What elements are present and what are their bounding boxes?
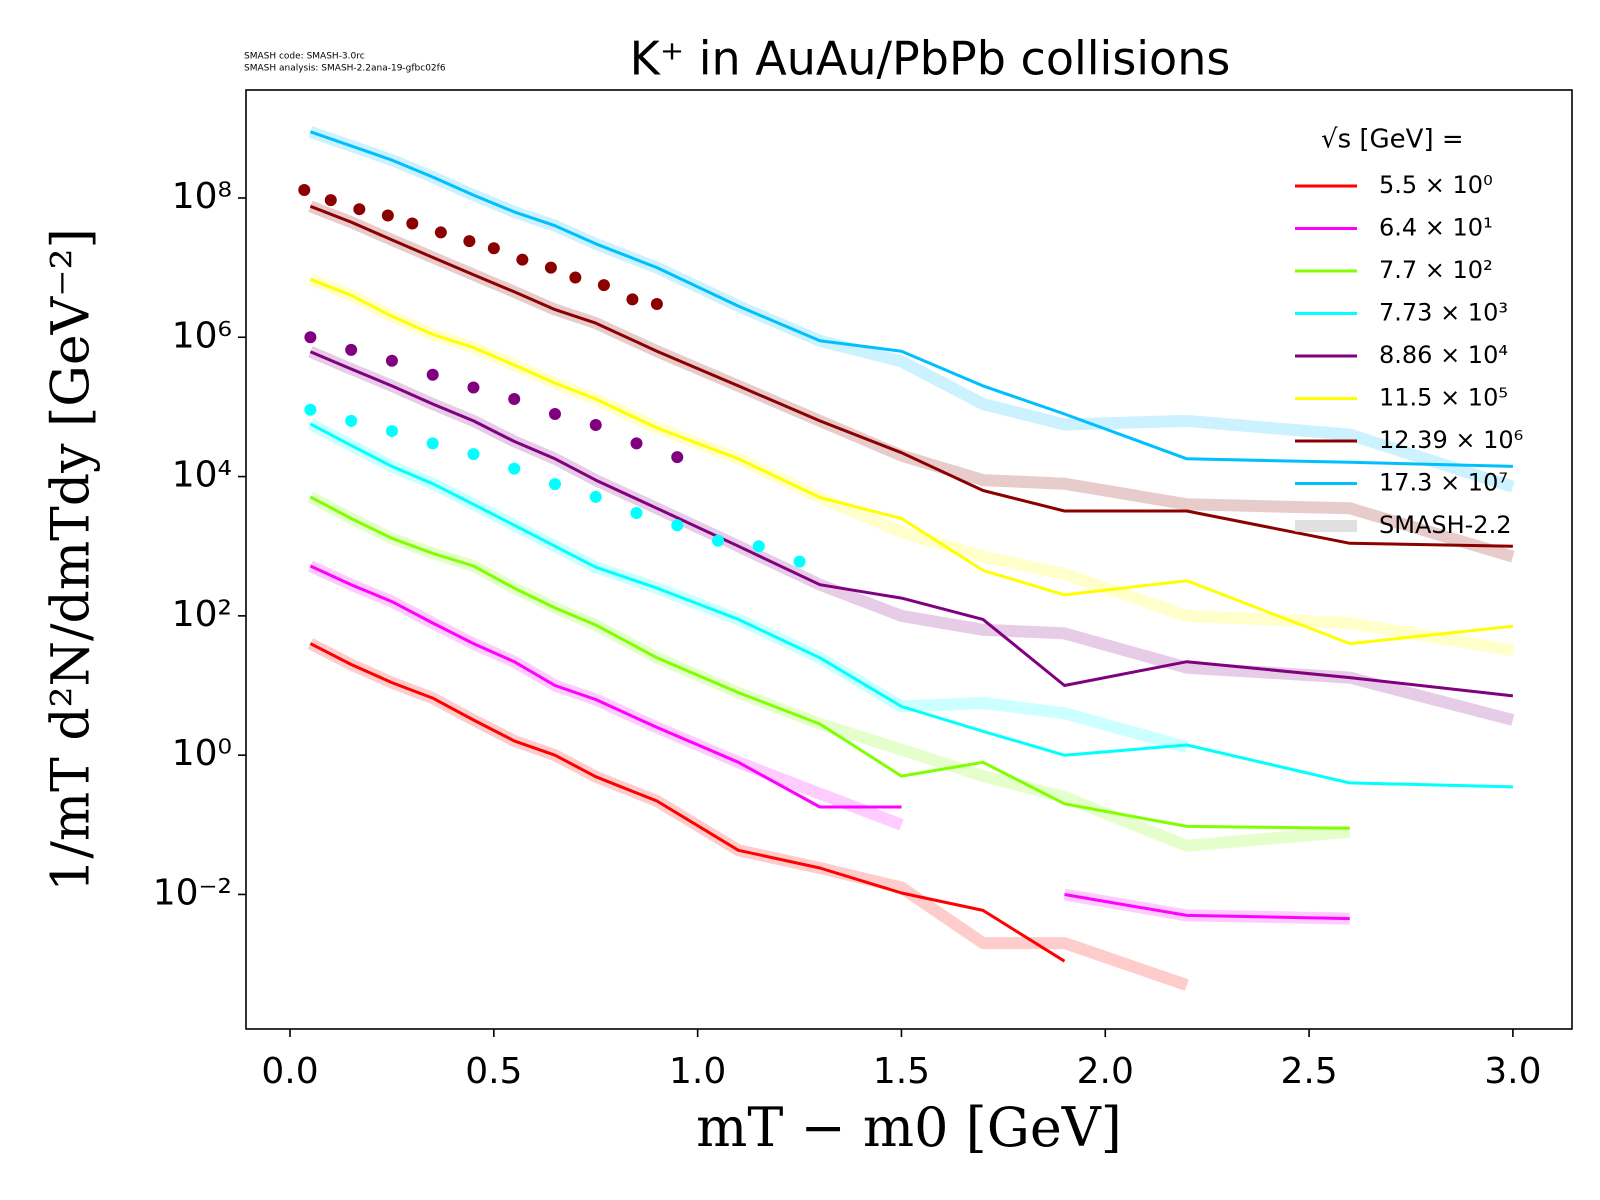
data-point <box>630 506 643 519</box>
data-point <box>650 298 663 311</box>
data-point <box>516 253 529 266</box>
data-point <box>385 425 398 438</box>
x-tick-label: 1.0 <box>669 1051 726 1092</box>
data-point <box>434 226 447 239</box>
data-point <box>712 534 725 547</box>
legend-label: 5.5 × 10⁰ <box>1379 171 1493 199</box>
legend-label: 7.73 × 10³ <box>1379 299 1508 327</box>
x-tick-label: 2.5 <box>1280 1051 1337 1092</box>
x-tick-label: 2.0 <box>1077 1051 1134 1092</box>
chart-title: K⁺ in AuAu/PbPb collisions <box>630 32 1231 86</box>
x-tick-label: 0.0 <box>261 1051 318 1092</box>
x-axis-label: mT − m0 [GeV] <box>696 1096 1122 1159</box>
note: SMASH code: SMASH-3.0rc <box>244 52 365 62</box>
data-point <box>406 217 419 230</box>
data-point <box>304 403 317 416</box>
data-point <box>671 451 684 464</box>
data-point <box>752 540 765 553</box>
x-tick-label: 1.5 <box>873 1051 930 1092</box>
data-point <box>548 408 561 421</box>
legend-label: 11.5 × 10⁵ <box>1379 384 1508 412</box>
data-point <box>548 478 561 491</box>
y-tick-label: 10⁶ <box>172 315 232 356</box>
data-point <box>544 261 557 274</box>
note: SMASH analysis: SMASH-2.2ana-19-gfbc02f6 <box>244 64 446 74</box>
legend-label: 12.39 × 10⁶ <box>1379 426 1523 454</box>
y-tick-label: 10⁴ <box>172 455 232 496</box>
line <box>309 350 1514 698</box>
legend-label: 6.4 × 10¹ <box>1379 214 1493 242</box>
legend-title: √s [GeV] = <box>1321 125 1464 155</box>
data-point <box>324 194 337 207</box>
y-tick-label: 10² <box>172 594 232 635</box>
data-point <box>345 414 358 427</box>
data-point <box>597 279 610 292</box>
line <box>309 130 1513 468</box>
y-tick-label: 10⁸ <box>172 176 232 217</box>
legend-label: SMASH-2.2 <box>1379 511 1511 539</box>
data-point <box>426 437 439 450</box>
line <box>309 564 1350 921</box>
x-tick-label: 0.5 <box>465 1051 522 1092</box>
data-point <box>508 392 521 405</box>
data-point <box>671 519 684 532</box>
data-point <box>385 354 398 367</box>
data-point <box>463 235 476 248</box>
plot-area <box>298 126 1515 991</box>
data-point <box>569 271 582 284</box>
data-point <box>487 242 500 255</box>
line <box>309 422 1513 789</box>
data-point <box>345 343 358 356</box>
data-point <box>467 448 480 461</box>
data-point <box>426 368 439 381</box>
data-point <box>304 331 317 344</box>
data-point <box>626 293 639 306</box>
line <box>309 204 1513 548</box>
legend-label: 8.86 × 10⁴ <box>1379 341 1508 369</box>
legend-label: 17.3 × 10⁷ <box>1379 469 1508 497</box>
data-point <box>381 209 394 222</box>
y-axis-label: 1/mT d²N/dmTdy [GeV⁻²] <box>42 228 102 891</box>
line <box>309 277 1514 646</box>
y-tick-label: 10⁰ <box>172 733 232 774</box>
x-tick-label: 3.0 <box>1484 1051 1541 1092</box>
data-point <box>353 203 366 216</box>
plot-frame <box>245 89 1573 1030</box>
data-point <box>298 184 311 197</box>
data-point <box>589 490 602 503</box>
data-point <box>793 555 806 568</box>
legend-label: 7.7 × 10² <box>1379 256 1493 284</box>
data-point <box>508 462 521 475</box>
data-point <box>589 418 602 431</box>
data-point <box>467 381 480 394</box>
data-point <box>630 437 643 450</box>
line <box>309 642 1066 963</box>
line <box>309 495 1350 830</box>
y-tick-label: 10⁻² <box>153 872 232 913</box>
